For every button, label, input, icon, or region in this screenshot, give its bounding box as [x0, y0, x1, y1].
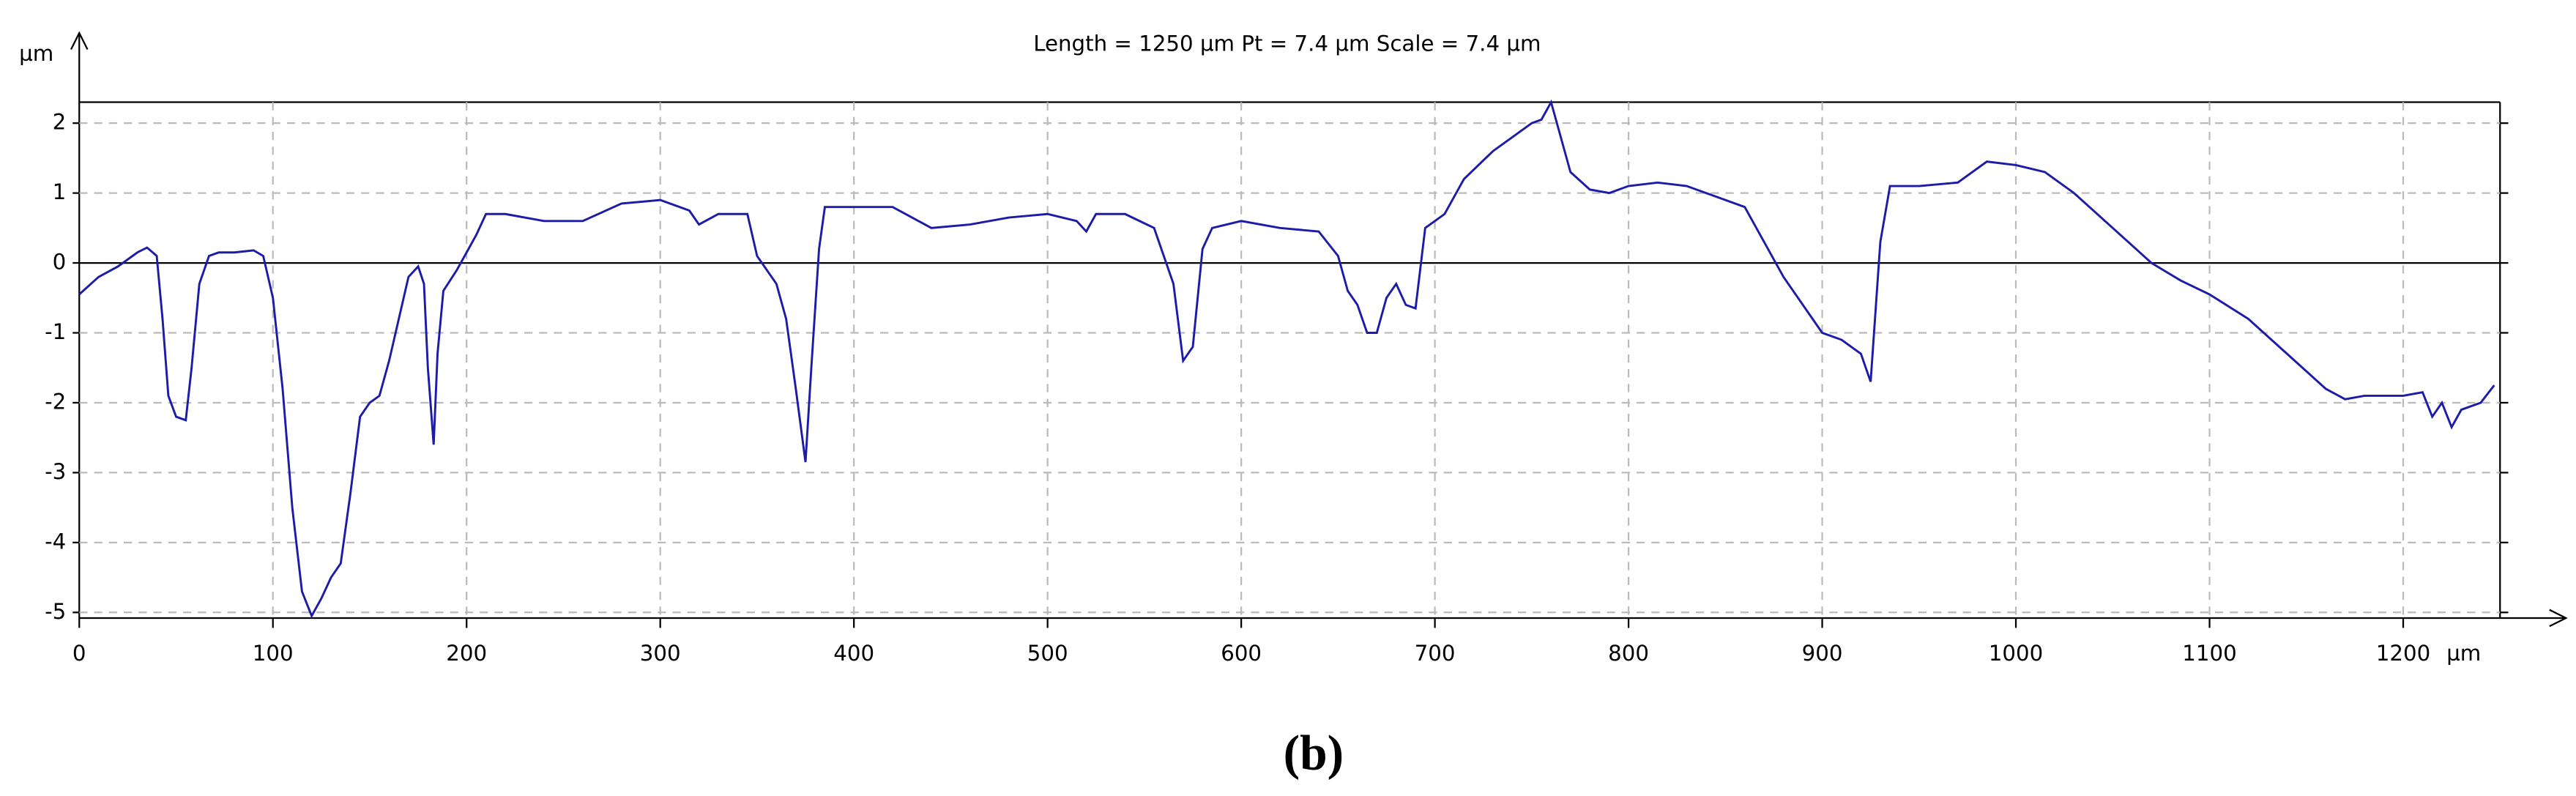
x-tick-label: 100: [253, 641, 294, 666]
x-tick-label: 200: [446, 641, 487, 666]
x-tick-label: 500: [1027, 641, 1068, 666]
chart-title: Length = 1250 µm Pt = 7.4 µm Scale = 7.4…: [1033, 31, 1541, 56]
x-tick-label: 1000: [1989, 641, 2043, 666]
y-tick-label: 0: [53, 250, 67, 275]
x-arrow: [2549, 609, 2568, 628]
y-tick-label: -2: [45, 389, 66, 414]
x-axis-label: µm: [2446, 641, 2481, 666]
x-tick-label: 800: [1608, 641, 1649, 666]
x-tick-label: 900: [1802, 641, 1843, 666]
x-tick-label: 300: [640, 641, 681, 666]
y-tick-label: -4: [45, 529, 66, 554]
y-axis-label: µm: [19, 41, 53, 66]
x-tick-label: 1100: [2182, 641, 2236, 666]
y-tick-label: 2: [53, 110, 67, 135]
y-tick-label: -5: [45, 599, 66, 624]
profile-line: [78, 99, 2495, 619]
x-tick-label: 600: [1221, 641, 1262, 666]
caption: (b): [1284, 726, 1344, 781]
x-tick-label: 400: [833, 641, 874, 666]
x-tick-label: 1200: [2376, 641, 2430, 666]
y-tick-label: -3: [45, 459, 66, 484]
axes: [70, 31, 2568, 628]
x-tick-label: 0: [72, 641, 86, 666]
y-tick-label: 1: [53, 179, 67, 204]
y-arrow: [70, 31, 89, 51]
x-tick-label: 700: [1415, 641, 1456, 666]
y-tick-label: -1: [45, 319, 66, 344]
